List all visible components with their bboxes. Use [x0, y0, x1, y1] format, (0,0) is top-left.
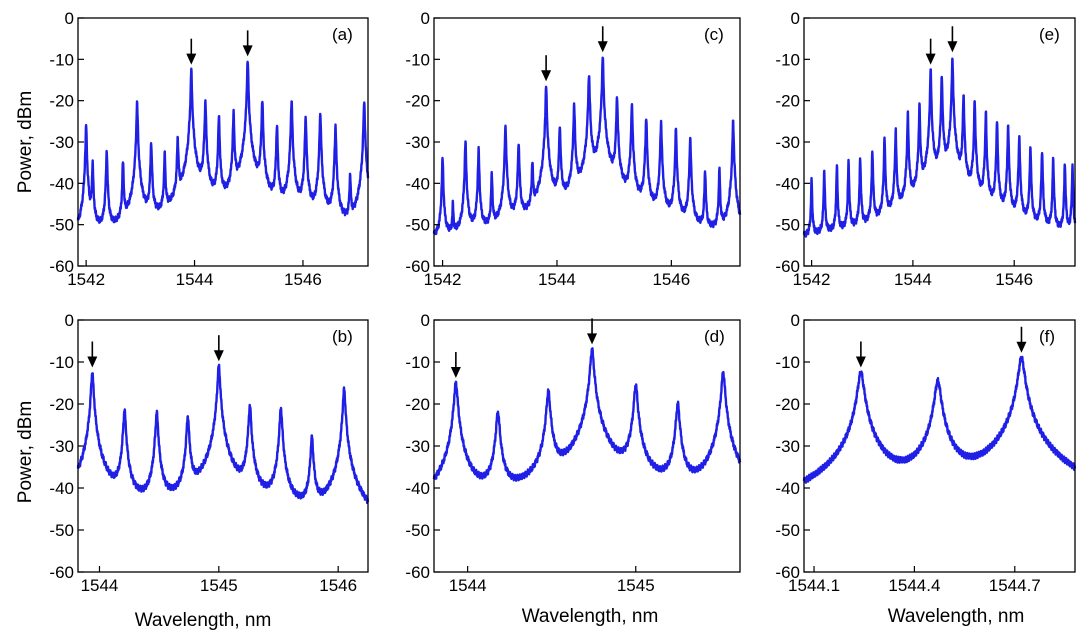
x-tick-label: 1542 [793, 270, 831, 289]
y-tick-label: -60 [405, 563, 430, 582]
y-tick-label: -10 [775, 50, 800, 69]
arrow-head [925, 53, 936, 65]
y-tick-label: 0 [791, 311, 800, 330]
arrow-head [587, 333, 598, 345]
y-tick-label: -40 [405, 479, 430, 498]
y-tick-label: -60 [775, 257, 800, 276]
y-tick-label: -10 [49, 50, 74, 69]
plot-frame [77, 17, 369, 267]
x-tick-label: 1544 [449, 576, 487, 595]
spectrum-trace [432, 347, 742, 482]
panel-label-a: (a) [332, 25, 353, 44]
spectrum-trace [432, 56, 742, 236]
y-tick-label: -30 [49, 437, 74, 456]
x-tick-label: 1546 [995, 270, 1033, 289]
arrow-head [87, 356, 98, 368]
x-tick-label: 1546 [284, 270, 322, 289]
y-tick-label: -30 [775, 133, 800, 152]
x-tick-label: 1545 [200, 576, 238, 595]
spectrum-trace [802, 57, 1077, 238]
y-tick-label: -40 [775, 479, 800, 498]
y-tick-label: -50 [405, 521, 430, 540]
y-tick-label: -40 [775, 174, 800, 193]
x-tick-label: 1544 [176, 270, 214, 289]
x-tick-label: 1542 [67, 270, 105, 289]
y-tick-label: -50 [49, 216, 74, 235]
arrow-head [242, 45, 253, 57]
arrow-head [597, 41, 608, 53]
arrow-head [1016, 341, 1027, 353]
y-tick-label: -20 [775, 92, 800, 111]
y-tick-label: -60 [405, 257, 430, 276]
y-tick-label: 0 [65, 311, 74, 330]
panel-b: 0 -10 -20 -30 -40 -50 -60 1544 1545 1546 (b) [49, 311, 370, 595]
arrow-head [186, 53, 197, 65]
x-axis-label-b: Wavelength, nm [135, 610, 272, 631]
panel-label-d: (d) [704, 327, 725, 346]
x-tick-label: 1544 [894, 270, 932, 289]
x-axis-label-d: Wavelength, nm [522, 606, 659, 627]
y-tick-label: -20 [775, 395, 800, 414]
y-tick-label: -10 [405, 353, 430, 372]
y-tick-label: -30 [405, 437, 430, 456]
y-tick-label: 0 [65, 9, 74, 28]
y-axis-label-top: Power, dBm [15, 91, 36, 193]
x-tick-label: 1542 [424, 270, 462, 289]
x-tick-label: 1544 [538, 270, 576, 289]
y-tick-label: 0 [421, 311, 430, 330]
y-tick-label: -20 [405, 395, 430, 414]
x-tick-label: 1544.7 [989, 576, 1041, 595]
panel-label-f: (f) [1039, 327, 1055, 346]
y-tick-label: -20 [49, 395, 74, 414]
spectrum-trace [76, 363, 370, 505]
y-tick-label: 0 [791, 9, 800, 28]
y-tick-label: -30 [775, 437, 800, 456]
y-tick-label: -50 [405, 216, 430, 235]
y-tick-label: -10 [405, 50, 430, 69]
panel-label-b: (b) [332, 327, 353, 346]
y-tick-label: -50 [775, 521, 800, 540]
y-tick-label: 0 [421, 9, 430, 28]
y-tick-label: -30 [405, 133, 430, 152]
y-tick-label: -10 [49, 353, 74, 372]
y-axis-label-bottom: Power, dBm [15, 401, 36, 503]
arrow-head [947, 41, 958, 53]
arrow-head [855, 356, 866, 368]
panel-label-e: (e) [1039, 25, 1060, 44]
arrow-head [213, 350, 224, 362]
x-tick-label: 1545 [617, 576, 655, 595]
x-tick-label: 1544 [81, 576, 119, 595]
y-tick-label: -60 [49, 257, 74, 276]
y-tick-label: -50 [775, 216, 800, 235]
y-tick-label: -60 [775, 563, 800, 582]
y-tick-label: -40 [49, 479, 74, 498]
spectrum-trace [76, 60, 370, 224]
panel-d: 0 -10 -20 -30 -40 -50 -60 1544 1545 (d) [405, 311, 742, 595]
arrow-head [541, 70, 552, 82]
plot-frame [803, 319, 1076, 573]
panel-label-c: (c) [704, 25, 724, 44]
x-tick-label: 1546 [652, 270, 690, 289]
y-tick-label: -10 [775, 353, 800, 372]
y-tick-label: -20 [405, 92, 430, 111]
plot-frame [433, 319, 741, 573]
x-tick-label: 1546 [319, 576, 357, 595]
x-axis-label-f: Wavelength, nm [888, 606, 1025, 627]
y-tick-label: -40 [49, 174, 74, 193]
y-tick-label: -50 [49, 521, 74, 540]
y-tick-label: -30 [49, 133, 74, 152]
y-tick-label: -20 [49, 92, 74, 111]
y-tick-label: -40 [405, 174, 430, 193]
x-tick-label: 1544.1 [788, 576, 840, 595]
y-tick-label: -60 [49, 563, 74, 582]
spectrum-trace [802, 355, 1077, 484]
arrow-head [450, 367, 461, 378]
x-tick-label: 1544.4 [888, 576, 940, 595]
